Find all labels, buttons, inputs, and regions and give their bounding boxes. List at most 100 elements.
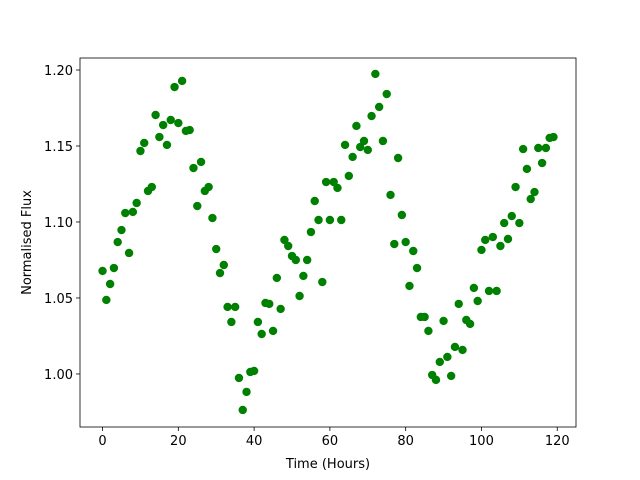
point bbox=[435, 357, 444, 367]
point bbox=[147, 182, 157, 192]
point bbox=[446, 371, 456, 381]
x-tick-label: 0 bbox=[98, 434, 106, 449]
point bbox=[151, 110, 160, 120]
point bbox=[193, 201, 202, 211]
point bbox=[227, 317, 236, 327]
point bbox=[196, 157, 206, 167]
point bbox=[401, 237, 410, 247]
point bbox=[522, 164, 532, 174]
point bbox=[371, 69, 380, 79]
point bbox=[257, 329, 266, 339]
point bbox=[397, 210, 407, 220]
point bbox=[302, 255, 312, 265]
point bbox=[299, 271, 308, 281]
point bbox=[484, 286, 494, 296]
point bbox=[238, 405, 247, 415]
point bbox=[124, 248, 134, 258]
point bbox=[431, 375, 441, 385]
point bbox=[382, 89, 391, 99]
point bbox=[325, 215, 335, 225]
point bbox=[140, 138, 149, 148]
y-tick-label: 1.10 bbox=[44, 216, 73, 231]
point bbox=[185, 125, 194, 135]
point bbox=[469, 283, 479, 293]
point bbox=[356, 142, 365, 152]
point bbox=[378, 136, 388, 146]
point bbox=[284, 241, 293, 251]
point bbox=[499, 218, 509, 228]
point bbox=[212, 244, 221, 254]
point bbox=[348, 152, 357, 162]
plot-frame bbox=[79, 57, 577, 428]
point bbox=[367, 111, 376, 121]
point bbox=[541, 143, 551, 153]
point bbox=[386, 190, 395, 200]
point bbox=[174, 118, 183, 128]
point bbox=[359, 136, 369, 146]
x-tick-label: 120 bbox=[545, 434, 570, 449]
point bbox=[162, 140, 172, 150]
point bbox=[177, 76, 187, 86]
point bbox=[337, 215, 346, 225]
point bbox=[534, 143, 543, 153]
point bbox=[98, 266, 107, 276]
point bbox=[265, 299, 274, 309]
point bbox=[363, 145, 372, 155]
point bbox=[204, 182, 213, 192]
y-axis-label: Normalised Flux bbox=[20, 190, 35, 295]
point bbox=[276, 304, 285, 314]
point bbox=[424, 326, 433, 336]
point bbox=[393, 153, 403, 163]
point bbox=[295, 291, 304, 301]
point bbox=[113, 237, 122, 247]
point bbox=[208, 213, 217, 223]
point bbox=[481, 235, 490, 245]
point bbox=[511, 182, 520, 192]
point bbox=[439, 316, 448, 326]
point bbox=[318, 277, 327, 287]
point bbox=[473, 296, 482, 306]
point bbox=[272, 273, 282, 283]
point bbox=[507, 211, 516, 221]
point bbox=[321, 177, 331, 187]
point bbox=[390, 239, 399, 249]
point bbox=[215, 268, 225, 278]
point bbox=[230, 302, 240, 312]
point bbox=[443, 352, 452, 362]
point bbox=[105, 279, 115, 289]
point bbox=[249, 366, 259, 376]
point bbox=[109, 263, 119, 273]
point bbox=[477, 245, 486, 255]
point bbox=[465, 319, 475, 329]
point bbox=[291, 255, 300, 265]
x-tick-label: 60 bbox=[322, 434, 339, 449]
point bbox=[405, 281, 414, 291]
point bbox=[492, 286, 501, 296]
x-tick-label: 40 bbox=[246, 434, 263, 449]
point bbox=[352, 121, 361, 131]
point bbox=[458, 345, 467, 355]
x-tick-label: 20 bbox=[170, 434, 187, 449]
point bbox=[530, 187, 539, 197]
point bbox=[170, 82, 179, 92]
y-tick-label: 1.00 bbox=[44, 368, 73, 383]
point bbox=[189, 163, 198, 173]
point bbox=[503, 234, 513, 244]
x-axis-label: Time (Hours) bbox=[285, 457, 370, 472]
point bbox=[306, 227, 316, 237]
y-tick-label: 1.15 bbox=[44, 140, 73, 155]
point bbox=[314, 215, 323, 225]
x-tick-label: 80 bbox=[397, 434, 414, 449]
point bbox=[537, 158, 547, 168]
point bbox=[242, 387, 251, 397]
point bbox=[234, 373, 244, 383]
point bbox=[450, 342, 460, 352]
point bbox=[155, 132, 164, 142]
point bbox=[132, 198, 141, 208]
y-tick-label: 1.20 bbox=[44, 64, 73, 79]
point bbox=[280, 235, 289, 245]
point bbox=[253, 317, 263, 327]
point bbox=[344, 171, 354, 181]
